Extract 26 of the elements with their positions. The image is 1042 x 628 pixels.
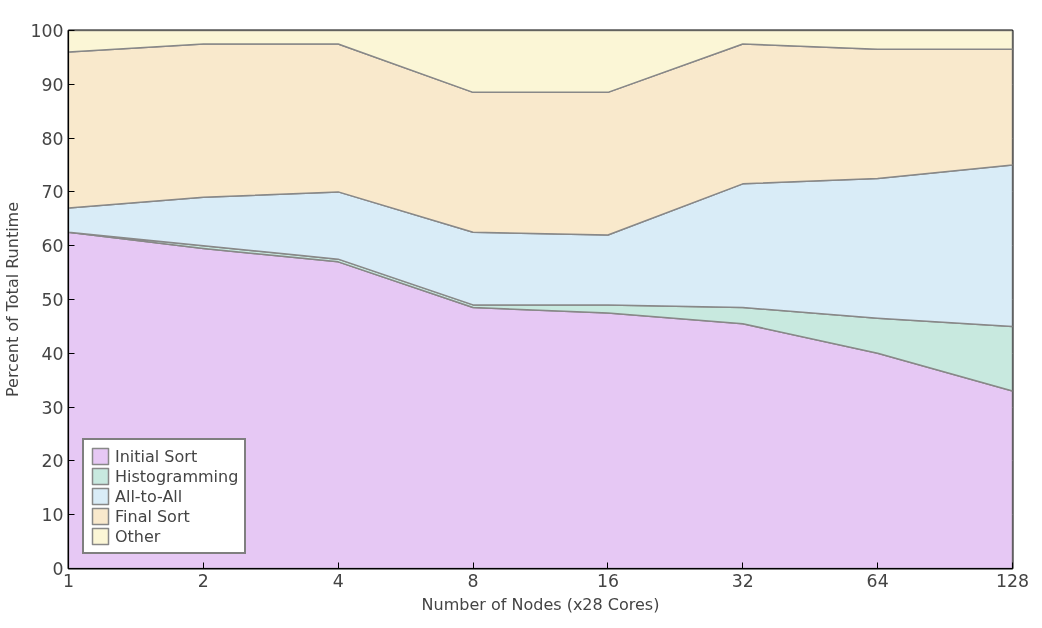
y-tick-label: 20 — [41, 451, 64, 472]
x-tick-label: 8 — [467, 570, 479, 591]
legend-label: Histogramming — [115, 466, 239, 486]
x-tick-label: 4 — [332, 570, 344, 591]
x-axis-title: Number of Nodes (x28 Cores) — [421, 594, 660, 614]
legend-label: All-to-All — [115, 486, 183, 506]
y-tick-label: 100 — [30, 21, 64, 41]
y-tick-label: 40 — [41, 343, 64, 364]
x-tick-label: 16 — [596, 570, 619, 591]
legend-label: Other — [115, 526, 161, 546]
x-tick-label: 32 — [731, 570, 754, 591]
y-tick-label: 90 — [41, 74, 64, 95]
y-tick-label: 50 — [41, 290, 64, 310]
y-tick-label: 10 — [41, 505, 64, 526]
x-tick-label: 128 — [995, 570, 1030, 591]
y-tick-label: 60 — [41, 236, 64, 257]
legend-label: Final Sort — [115, 506, 190, 526]
y-tick-label: 0 — [52, 559, 64, 579]
y-tick-label: 80 — [41, 128, 64, 149]
x-tick-label: 64 — [866, 570, 889, 591]
x-tick-label: 2 — [197, 570, 209, 591]
x-tick-label: 1 — [62, 570, 75, 591]
y-axis-title: Percent of Total Runtime — [3, 201, 23, 398]
y-tick-label: 30 — [41, 397, 64, 418]
y-tick-label: 70 — [41, 182, 64, 203]
legend-label: Initial Sort — [115, 446, 198, 466]
